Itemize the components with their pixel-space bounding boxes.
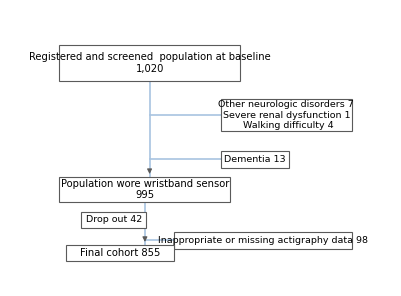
Text: Population wore wristband sensor
995: Population wore wristband sensor 995 [61,178,229,200]
FancyBboxPatch shape [221,99,352,131]
Text: Drop out 42: Drop out 42 [86,215,142,224]
Text: Other neurologic disorders 7
Severe renal dysfunction 1
 Walking difficulty 4: Other neurologic disorders 7 Severe rena… [219,100,354,130]
FancyBboxPatch shape [221,151,290,168]
Text: Dementia 13: Dementia 13 [225,155,286,164]
Text: Final cohort 855: Final cohort 855 [80,248,160,258]
FancyBboxPatch shape [66,245,174,261]
FancyBboxPatch shape [174,232,352,249]
FancyBboxPatch shape [59,45,240,81]
FancyBboxPatch shape [81,212,146,228]
Text: Registered and screened  population at baseline
1,020: Registered and screened population at ba… [29,52,270,74]
Text: Inappropriate or missing actigraphy data 98: Inappropriate or missing actigraphy data… [158,236,368,245]
FancyBboxPatch shape [59,177,231,202]
